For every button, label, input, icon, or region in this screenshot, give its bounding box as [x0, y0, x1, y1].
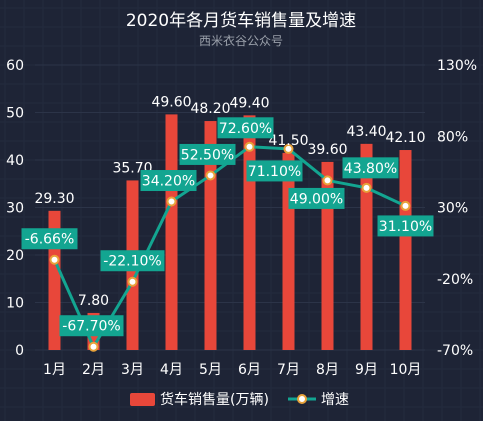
growth-value-label: 71.10% [248, 164, 301, 180]
y-left-tick-label: 50 [6, 106, 24, 122]
bar [399, 150, 412, 350]
growth-label-box [342, 157, 399, 179]
y-right-tick-label: 30% [437, 201, 468, 217]
growth-value-label: -22.10% [103, 254, 161, 270]
y-right-tick-label: -70% [437, 343, 473, 359]
growth-label-box [140, 170, 197, 192]
bar-value-label: 41.50 [268, 133, 308, 149]
x-tick-label: 8月 [316, 362, 339, 378]
growth-value-label: 31.10% [379, 219, 432, 235]
y-left-tick-label: 40 [6, 153, 24, 169]
growth-point [400, 200, 411, 211]
growth-point [322, 175, 333, 186]
growth-point [361, 182, 372, 193]
growth-value-label: 52.50% [181, 147, 234, 163]
x-tick-label: 9月 [355, 362, 378, 378]
growth-label-box [21, 228, 78, 250]
growth-point [283, 143, 294, 154]
legend-line-label: 增速 [321, 392, 349, 408]
growth-value-label: -6.66% [25, 232, 75, 248]
x-tick-label: 6月 [238, 362, 261, 378]
bar-value-label: 7.80 [78, 293, 109, 309]
y-left-tick-label: 10 [6, 296, 24, 312]
growth-value-label: 72.60% [219, 121, 272, 137]
growth-point [49, 254, 60, 265]
growth-label-box [100, 250, 165, 272]
bar [282, 152, 295, 350]
bar-value-label: 39.60 [307, 142, 347, 158]
growth-value-label: 34.20% [142, 174, 195, 190]
chart-title: 2020年各月货车销售量及增速 [126, 11, 356, 31]
axes: 0 10 20 30 40 50 60 -70% -20% 30% 80% 130% 1月 2月 3月 4月 5… [6, 58, 477, 378]
growth-point [244, 141, 255, 152]
legend-line-marker [297, 394, 307, 404]
bar-value-label: 42.10 [385, 130, 425, 146]
growth-point [88, 341, 99, 352]
y-right-tick-label: -20% [437, 272, 473, 288]
x-tick-label: 10月 [390, 362, 422, 378]
growth-label-box [246, 160, 303, 182]
chart-subtitle: 西米衣谷公众号 [199, 33, 283, 48]
bar [165, 114, 178, 351]
x-tick-label: 2月 [82, 362, 105, 378]
growth-label-box [377, 215, 434, 237]
growth-label-box [217, 117, 274, 139]
x-tick-label: 4月 [160, 362, 183, 378]
x-tick-label: 3月 [121, 362, 144, 378]
y-left-tick-label: 60 [6, 58, 24, 74]
growth-point [127, 276, 138, 287]
legend-bar-swatch [130, 393, 155, 406]
bar-value-label: 48.20 [190, 101, 230, 117]
growth-label-box [179, 143, 236, 165]
growth-value-label: -67.70% [62, 319, 120, 335]
growth-value-label: 43.80% [344, 161, 397, 177]
x-tick-label: 7月 [277, 362, 300, 378]
growth-label-box [59, 315, 124, 337]
growth-value-label: 49.00% [290, 191, 343, 207]
growth-point [166, 196, 177, 207]
x-tick-label: 1月 [43, 362, 66, 378]
y-left-tick-label: 20 [6, 248, 24, 264]
bar [360, 143, 373, 350]
y-left-tick-label: 0 [15, 343, 24, 359]
bar-value-label: 29.30 [34, 191, 74, 207]
data-labels: 29.307.8035.7049.6048.2049.4041.5039.604… [21, 94, 434, 337]
bar-value-label: 43.40 [346, 124, 386, 140]
bar-value-label: 49.60 [151, 94, 191, 110]
y-right-tick-label: 80% [437, 129, 468, 145]
growth-label-box [288, 187, 345, 209]
x-tick-label: 5月 [199, 362, 222, 378]
legend-bar-label: 货车销售量(万辆) [160, 391, 269, 408]
y-right-tick-label: 130% [437, 58, 477, 74]
bar-value-label: 49.40 [229, 95, 269, 111]
legend: 货车销售量(万辆) 增速 [130, 391, 349, 408]
y-left-tick-label: 30 [6, 201, 24, 217]
growth-point [205, 170, 216, 181]
